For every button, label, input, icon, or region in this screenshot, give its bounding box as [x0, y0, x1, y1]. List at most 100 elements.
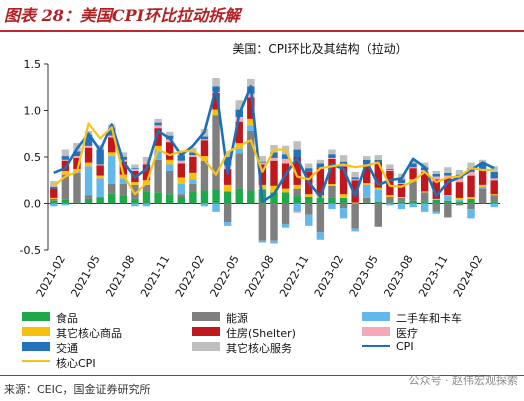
bar-segment — [374, 203, 383, 227]
bar-segment — [444, 172, 452, 176]
bar-segment — [61, 170, 70, 175]
bar-segment — [119, 195, 128, 204]
source-divider — [0, 375, 524, 376]
legend-swatch — [362, 327, 390, 336]
bar-segment — [305, 196, 313, 204]
bar-segment — [131, 169, 139, 171]
legend-swatch — [22, 327, 50, 336]
x-tick-label: 2022-08 — [242, 253, 276, 299]
y-tick-label: 1.0 — [24, 105, 42, 118]
bar-segment — [258, 161, 267, 163]
bar-segment — [386, 203, 394, 206]
bar-segment — [50, 198, 58, 201]
bar-segment — [351, 171, 359, 178]
bar-segment — [444, 200, 452, 204]
bar-segment — [305, 163, 313, 169]
bar-segment — [154, 128, 162, 146]
bar-segment — [212, 203, 220, 212]
y-tick-label: 1.5 — [24, 58, 42, 71]
bar-segment — [177, 183, 185, 195]
bar-segment — [432, 199, 440, 204]
legend-swatch — [192, 312, 220, 321]
bar-segment — [397, 179, 406, 184]
bar-segment — [397, 183, 406, 197]
bar-segment — [351, 180, 359, 203]
bar-segment — [490, 203, 498, 208]
bar-segment — [467, 198, 475, 204]
bar-segment — [258, 240, 267, 243]
bar-segment — [305, 168, 313, 172]
legend-swatch — [362, 345, 390, 347]
bar-segment — [108, 128, 116, 136]
bar-segment — [397, 183, 406, 184]
x-tick-label: 2023-11 — [416, 253, 450, 299]
bar-segment — [386, 196, 394, 203]
bar-segment — [409, 167, 417, 169]
legend-swatch — [22, 360, 50, 362]
bar-segment — [351, 179, 359, 181]
bar-segment — [328, 197, 336, 204]
bar-segment — [212, 189, 220, 204]
bar-segment — [316, 203, 325, 233]
bar-segment — [258, 184, 267, 190]
bar-segment — [258, 164, 267, 185]
bar-segment — [200, 203, 209, 207]
x-tick-label: 2021-05 — [69, 253, 103, 299]
bar-segment — [420, 162, 429, 168]
bar-segment — [119, 152, 128, 157]
bar-segment — [61, 199, 70, 204]
bar-segment — [397, 197, 406, 202]
bar-segment — [490, 171, 498, 179]
bar-segment — [432, 176, 440, 180]
bar-segment — [455, 170, 464, 175]
bar-segment — [165, 159, 174, 165]
bar-segment — [50, 188, 58, 198]
bar-segment — [96, 149, 104, 165]
bar-segment — [247, 190, 255, 204]
bar-segment — [397, 196, 406, 198]
bar-segment — [363, 197, 371, 203]
x-tick-label: 2022-02 — [173, 253, 207, 299]
bar-segment — [467, 175, 475, 197]
bar-segment — [455, 201, 464, 204]
bar-segment — [258, 203, 267, 241]
bar-segment — [165, 131, 174, 136]
legend-swatch — [22, 312, 50, 321]
bar-segment — [96, 165, 104, 176]
bar-segment — [386, 202, 394, 204]
bar-segment — [467, 209, 475, 219]
bar-segment — [108, 152, 116, 157]
bar-segment — [50, 181, 58, 187]
bar-segment — [235, 121, 243, 144]
bar-segment — [154, 192, 162, 204]
bar-segment — [212, 92, 220, 110]
bar-segment — [235, 188, 243, 204]
legend-label: 住房(Shelter) — [226, 327, 296, 340]
watermark: 公众号 · 赵伟宏观探索 — [408, 374, 519, 387]
bar-segment — [281, 154, 290, 159]
bar-segment — [386, 170, 394, 196]
bar-segment — [50, 200, 58, 204]
bar-segment — [293, 141, 301, 150]
bar-segment — [420, 191, 429, 193]
x-tick-label: 2023-08 — [381, 253, 415, 299]
bar-segment — [420, 171, 429, 192]
bar-segment — [444, 196, 452, 201]
y-tick-label: -0.5 — [20, 244, 41, 257]
bar-segment — [212, 115, 220, 190]
bar-segment — [386, 169, 394, 171]
bar-segment — [235, 148, 243, 154]
bar-segment — [142, 164, 151, 181]
bar-segment — [316, 159, 325, 164]
bar-segment — [351, 203, 359, 229]
bar-segment — [142, 203, 151, 207]
bar-segment — [478, 184, 487, 187]
bar-segment — [200, 136, 209, 140]
bar-segment — [200, 160, 209, 191]
bar-segment — [165, 194, 174, 204]
bar-segment — [363, 183, 371, 185]
bar-segment — [200, 190, 209, 204]
bar-segment — [165, 142, 174, 160]
x-tick-label: 2021-02 — [34, 253, 68, 299]
bar-segment — [61, 159, 70, 161]
